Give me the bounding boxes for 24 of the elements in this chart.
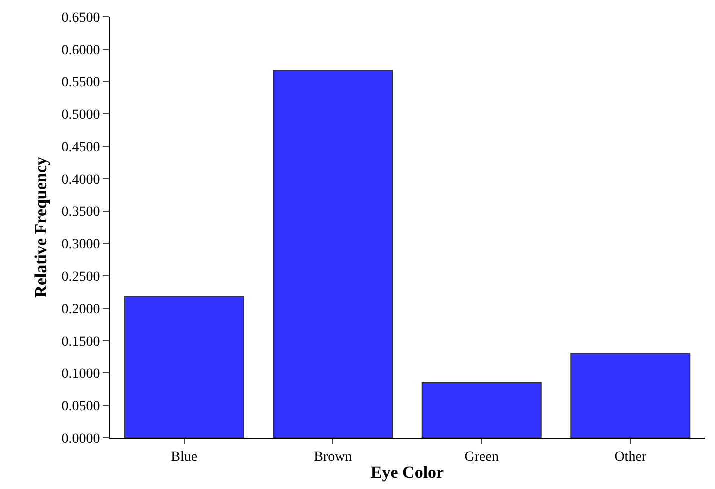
x-tick-label: Brown [314,450,352,465]
y-tick-label: 0.5500 [62,76,100,91]
y-tick-label: 0.6500 [62,10,100,26]
x-tick-label: Green [464,450,499,465]
y-tick-label: 0.0000 [62,432,100,447]
bar [570,353,691,438]
y-tick-label: 0.6000 [62,43,100,58]
y-tick-label: 0.2500 [62,270,100,285]
x-axis-title: Eye Color [370,463,445,482]
y-tick-label: 0.5000 [62,108,100,124]
y-tick-label: 0.0500 [62,400,100,415]
bar [124,296,244,438]
y-tick-label: 0.2000 [62,302,100,318]
bar [422,382,542,438]
y-tick-label: 0.1500 [62,334,100,350]
y-tick-label: 0.1000 [62,367,100,382]
y-tick-label: 0.3000 [62,238,100,253]
y-tick-label: 0.4500 [62,140,100,156]
x-tick-label: Other [614,450,647,465]
x-tick-label: Blue [171,450,198,465]
y-tick-label: 0.4000 [62,172,100,188]
y-axis-title: Relative Frequency [31,156,50,298]
y-tick-label: 0.3500 [62,205,100,220]
bar [273,70,394,438]
